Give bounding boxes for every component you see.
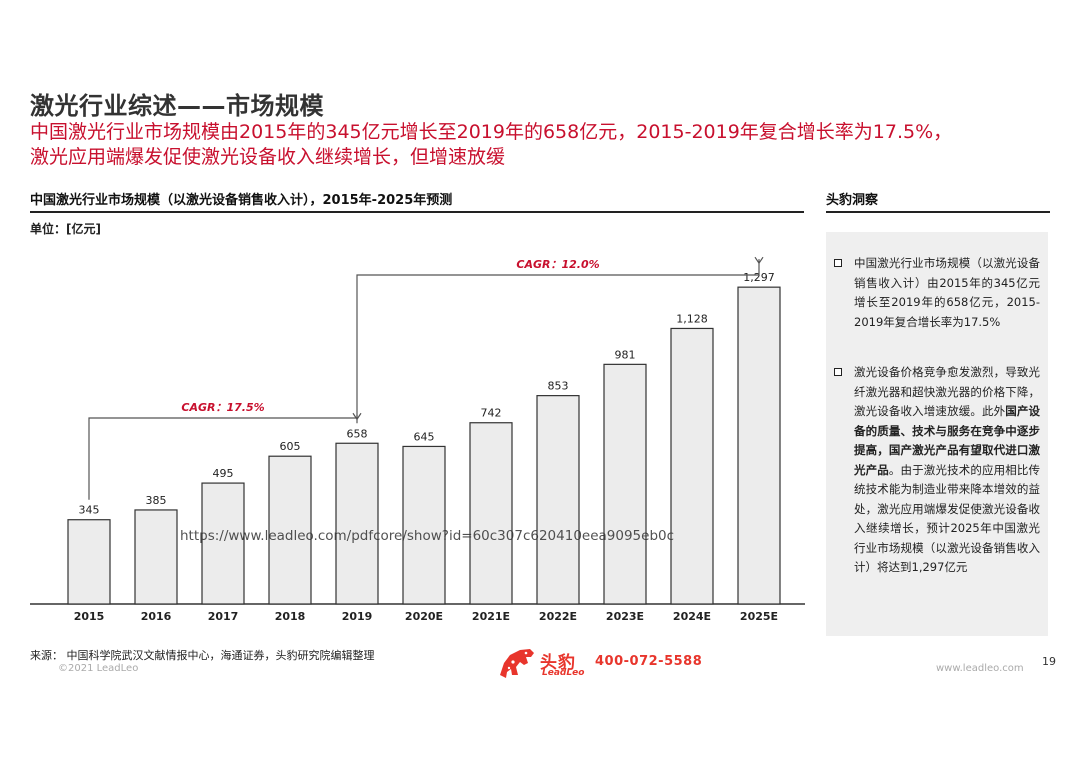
data-label-2019: 658 bbox=[347, 427, 368, 440]
data-label-2016: 385 bbox=[146, 494, 167, 507]
watermark-url: https://www.leadleo.com/pdfcore/show?id=… bbox=[180, 528, 674, 544]
x-tick-label-2022E: 2022E bbox=[539, 610, 577, 623]
insight-bullet-1: 中国激光行业市场规模（以激光设备销售收入计）由2015年的345亿元增长至201… bbox=[834, 254, 1040, 332]
data-label-2015: 345 bbox=[79, 504, 100, 517]
subtitle-line-2: 激光应用端爆发促使激光设备收入继续增长，但增速放缓 bbox=[30, 146, 506, 168]
checkbox-bullet-icon bbox=[834, 368, 842, 376]
data-label-2018: 605 bbox=[280, 440, 301, 453]
insight-heading-rule bbox=[826, 211, 1050, 213]
cagr-bracket-2 bbox=[356, 259, 760, 424]
data-label-2021E: 742 bbox=[481, 407, 502, 420]
subtitle-line-1: 中国激光行业市场规模由2015年的345亿元增长至2019年的658亿元，201… bbox=[30, 121, 953, 143]
x-tick-label-2019: 2019 bbox=[342, 610, 373, 623]
bar-2018 bbox=[268, 455, 312, 605]
insight-bullet-2-bold: 国产设备的质量、技术与服务在竞争中逐步提高，国产激光产品有望取代进口激光产品 bbox=[854, 404, 1041, 477]
leadleo-logo: 头豹 LeadLeo bbox=[498, 645, 584, 681]
bar-2019 bbox=[335, 442, 379, 605]
logo-chinese-text: 头豹 bbox=[540, 653, 576, 673]
page-number: 19 bbox=[1042, 655, 1056, 668]
phone-number: 400-072-5588 bbox=[595, 654, 703, 669]
page-title: 激光行业综述——市场规模 bbox=[30, 92, 324, 120]
insight-panel: 中国激光行业市场规模（以激光设备销售收入计）由2015年的345亿元增长至201… bbox=[826, 232, 1048, 636]
cagr-label-2: CAGR：12.0% bbox=[516, 258, 599, 271]
bar-2023E bbox=[603, 363, 647, 605]
bar-2024E bbox=[670, 327, 714, 605]
data-label-2022E: 853 bbox=[548, 380, 569, 393]
x-tick-label-2018: 2018 bbox=[275, 610, 306, 623]
chart-heading-rule bbox=[30, 211, 804, 213]
bar-2015 bbox=[67, 519, 111, 605]
bar-2022E bbox=[536, 395, 580, 605]
checkbox-bullet-icon bbox=[834, 259, 842, 267]
unit-label: 单位：[亿元] bbox=[30, 222, 101, 236]
insight-bullet-2-text: 激光设备价格竞争愈发激烈，导致光纤激光器和超快激光器的价格下降，激光设备收入增速… bbox=[854, 363, 1040, 578]
bar-2025E bbox=[737, 286, 781, 605]
cagr-label-1: CAGR：17.5% bbox=[181, 401, 264, 414]
x-tick-label-2023E: 2023E bbox=[606, 610, 644, 623]
x-tick-label-2016: 2016 bbox=[141, 610, 172, 623]
source-note: 来源： 中国科学院武汉文献情报中心，海通证券，头豹研究院编辑整理 bbox=[30, 649, 375, 662]
insight-heading: 头豹洞察 bbox=[826, 193, 879, 208]
insight-bullet-2: 激光设备价格竞争愈发激烈，导致光纤激光器和超快激光器的价格下降，激光设备收入增速… bbox=[834, 363, 1040, 578]
data-label-2024E: 1,128 bbox=[676, 312, 708, 325]
data-label-2017: 495 bbox=[213, 467, 234, 480]
chart-heading: 中国激光行业市场规模（以激光设备销售收入计），2015年-2025年预测 bbox=[30, 193, 453, 208]
data-label-2020E: 645 bbox=[414, 430, 435, 443]
x-tick-label-2025E: 2025E bbox=[740, 610, 778, 623]
logo-english-text: LeadLeo bbox=[542, 668, 585, 678]
x-tick-label-2021E: 2021E bbox=[472, 610, 510, 623]
cagr-arrowhead-2 bbox=[754, 256, 764, 265]
page-subtitle: 中国激光行业市场规模由2015年的345亿元增长至2019年的658亿元，201… bbox=[30, 120, 1060, 170]
data-label-2023E: 981 bbox=[615, 348, 636, 361]
insight-bullet-1-text: 中国激光行业市场规模（以激光设备销售收入计）由2015年的345亿元增长至201… bbox=[854, 256, 1040, 329]
bar-2021E bbox=[469, 422, 513, 605]
bar-2016 bbox=[134, 509, 178, 605]
bar-2020E bbox=[402, 445, 446, 605]
x-tick-label-2017: 2017 bbox=[208, 610, 239, 623]
bar-2017 bbox=[201, 482, 245, 605]
x-tick-label-2015: 2015 bbox=[74, 610, 105, 623]
market-size-bar-chart: 345 2015 385 2016 495 2017 605 2018 658 2019 645 20… bbox=[30, 256, 805, 623]
leopard-logo-icon bbox=[500, 649, 534, 678]
x-tick-label-2024E: 2024E bbox=[673, 610, 711, 623]
website: www.leadleo.com bbox=[936, 663, 1024, 674]
insight-bullet-2-part1: 激光设备价格竞争愈发激烈，导致光纤激光器和超快激光器的价格下降，激光设备收入增速… bbox=[854, 365, 1040, 418]
x-tick-label-2020E: 2020E bbox=[405, 610, 443, 623]
insight-bullet-2-part2: 。由于激光技术的应用相比传统技术能为制造业带来降本增效的益处，激光应用端爆发促使… bbox=[854, 462, 1041, 575]
copyright: ©2021 LeadLeo bbox=[58, 663, 139, 674]
